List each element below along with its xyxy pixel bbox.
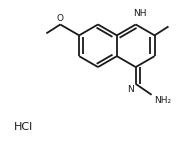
Text: NH₂: NH₂ <box>154 96 172 105</box>
Text: NH: NH <box>133 9 146 18</box>
Text: N: N <box>127 85 134 94</box>
Text: O: O <box>57 14 64 23</box>
Text: HCl: HCl <box>14 122 33 132</box>
